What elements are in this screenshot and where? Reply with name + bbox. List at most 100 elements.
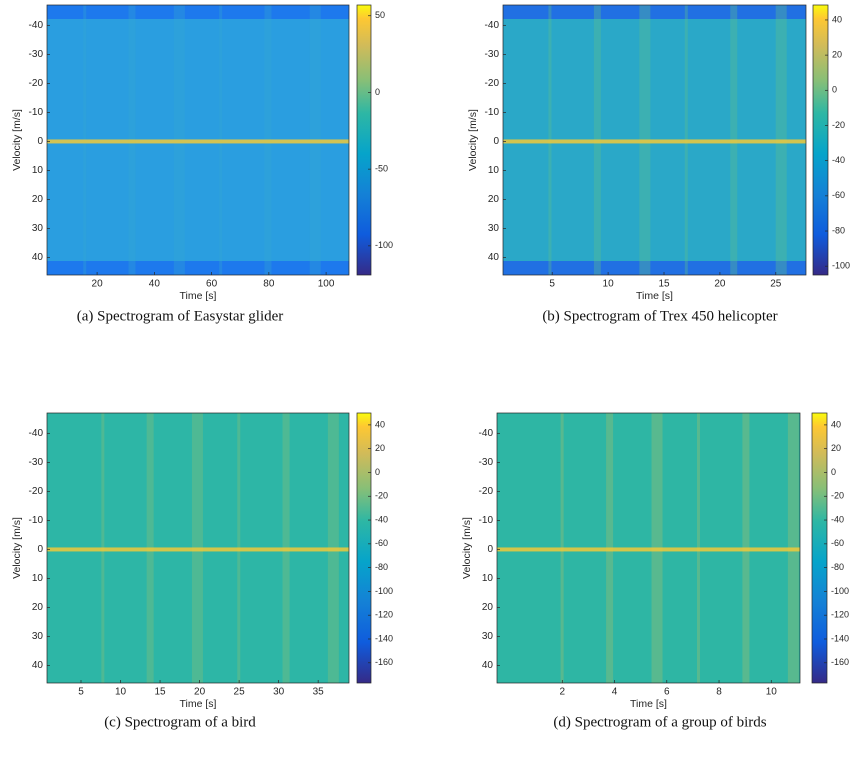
colorbar-tick-label: -100 bbox=[831, 586, 849, 596]
colorbar-tick-label: -60 bbox=[831, 538, 844, 548]
x-tick-label: 100 bbox=[318, 279, 335, 290]
spectrogram-edge bbox=[47, 413, 349, 427]
frame bbox=[496, 412, 801, 684]
spectrogram-edge bbox=[47, 5, 349, 19]
y-tick-label: -30 bbox=[479, 457, 494, 468]
y-tick-label: 20 bbox=[482, 602, 494, 613]
y-axis-label: Velocity [m/s] bbox=[461, 517, 473, 579]
y-tick-label: -10 bbox=[29, 515, 44, 526]
x-tick-label: 40 bbox=[149, 279, 161, 290]
colorbar-tick-label: -100 bbox=[375, 240, 393, 250]
frame bbox=[502, 4, 807, 276]
colorbar bbox=[356, 4, 372, 276]
x-tick-label: 25 bbox=[770, 279, 782, 290]
colorbar-tick-label: 40 bbox=[831, 419, 841, 429]
y-tick-label: -40 bbox=[29, 428, 44, 439]
x-tick-label: 35 bbox=[313, 687, 325, 698]
y-tick-label: -20 bbox=[485, 78, 500, 89]
caption: (d) Spectrogram of a group of birds bbox=[553, 714, 766, 730]
y-tick-label: 20 bbox=[32, 602, 44, 613]
colorbar bbox=[811, 412, 828, 684]
x-tick-label: 80 bbox=[263, 279, 275, 290]
y-tick-label: 40 bbox=[32, 660, 44, 671]
x-axis-label: Time [s] bbox=[636, 290, 673, 302]
colorbar-tick-label: -120 bbox=[831, 610, 849, 620]
colorbar bbox=[356, 412, 372, 684]
colorbar bbox=[812, 4, 829, 276]
y-tick-label: 10 bbox=[488, 165, 500, 176]
x-tick-label: 10 bbox=[115, 687, 127, 698]
frame bbox=[46, 4, 350, 276]
caption: (b) Spectrogram of Trex 450 helicopter bbox=[542, 308, 777, 324]
caption: (a) Spectrogram of Easystar glider bbox=[77, 308, 284, 324]
zero-doppler-line bbox=[503, 139, 806, 144]
colorbar-tick-label: -60 bbox=[375, 538, 388, 548]
x-tick-label: 5 bbox=[78, 687, 84, 698]
colorbar-tick-label: 40 bbox=[832, 14, 842, 24]
colorbar-tick-label: -20 bbox=[375, 491, 388, 501]
y-tick-label: -30 bbox=[485, 49, 500, 60]
y-tick-label: -10 bbox=[29, 107, 44, 118]
colorbar-tick-label: 0 bbox=[831, 467, 836, 477]
x-tick-label: 20 bbox=[92, 279, 104, 290]
colorbar-tick-label: 0 bbox=[375, 467, 380, 477]
y-tick-label: -40 bbox=[479, 428, 494, 439]
frame bbox=[46, 412, 350, 684]
colorbar-tick-label: -160 bbox=[831, 657, 849, 667]
x-tick-label: 15 bbox=[154, 687, 166, 698]
y-axis-label: Velocity [m/s] bbox=[11, 517, 23, 579]
colorbar-tick-label: -120 bbox=[375, 610, 393, 620]
colorbar-tick-label: 20 bbox=[831, 443, 841, 453]
x-tick-label: 15 bbox=[658, 279, 670, 290]
y-tick-label: -30 bbox=[29, 49, 44, 60]
colorbar-tick-label: -80 bbox=[375, 562, 388, 572]
zero-doppler-line bbox=[497, 547, 800, 552]
x-tick-label: 25 bbox=[234, 687, 246, 698]
y-tick-label: -10 bbox=[479, 515, 494, 526]
x-axis-label: Time [s] bbox=[180, 290, 217, 302]
zero-doppler-line bbox=[47, 547, 349, 552]
y-tick-label: 20 bbox=[32, 194, 44, 205]
colorbar-tick-label: -100 bbox=[375, 586, 393, 596]
x-tick-label: 20 bbox=[194, 687, 206, 698]
spectrogram-edge bbox=[47, 669, 349, 683]
zero-doppler-line bbox=[47, 139, 349, 144]
y-tick-label: -40 bbox=[485, 20, 500, 31]
y-tick-label: 30 bbox=[32, 631, 44, 642]
colorbar-tick-label: -100 bbox=[832, 261, 850, 271]
colorbar-tick-label: 20 bbox=[832, 50, 842, 60]
y-tick-label: 10 bbox=[32, 573, 44, 584]
y-tick-label: 40 bbox=[482, 660, 494, 671]
colorbar-tick-label: -40 bbox=[832, 155, 845, 165]
colorbar-tick-label: 50 bbox=[375, 10, 385, 20]
y-tick-label: -20 bbox=[479, 486, 494, 497]
y-axis-label: Velocity [m/s] bbox=[467, 109, 479, 171]
x-tick-label: 8 bbox=[716, 687, 722, 698]
spectrogram-edge bbox=[47, 261, 349, 275]
colorbar-tick-label: -40 bbox=[831, 514, 844, 524]
colorbar-tick-label: -80 bbox=[832, 225, 845, 235]
x-tick-label: 4 bbox=[612, 687, 618, 698]
y-tick-label: 20 bbox=[488, 194, 500, 205]
y-tick-label: 0 bbox=[487, 544, 493, 555]
colorbar-tick-label: -40 bbox=[375, 514, 388, 524]
colorbar-tick-label: -20 bbox=[831, 491, 844, 501]
spectrogram-edge bbox=[503, 261, 806, 275]
colorbar-tick-label: 40 bbox=[375, 419, 385, 429]
y-tick-label: 40 bbox=[488, 252, 500, 263]
y-tick-label: 0 bbox=[37, 544, 43, 555]
colorbar-tick-label: -140 bbox=[375, 633, 393, 643]
colorbar-tick-label: 0 bbox=[832, 85, 837, 95]
x-tick-label: 6 bbox=[664, 687, 670, 698]
colorbar-tick-label: -20 bbox=[832, 120, 845, 130]
spectrogram-edge bbox=[503, 5, 806, 19]
y-tick-label: 30 bbox=[32, 223, 44, 234]
spectrogram-edge bbox=[497, 413, 800, 427]
x-tick-label: 10 bbox=[766, 687, 778, 698]
caption: (c) Spectrogram of a bird bbox=[104, 714, 256, 730]
x-tick-label: 2 bbox=[560, 687, 566, 698]
y-tick-label: -10 bbox=[485, 107, 500, 118]
